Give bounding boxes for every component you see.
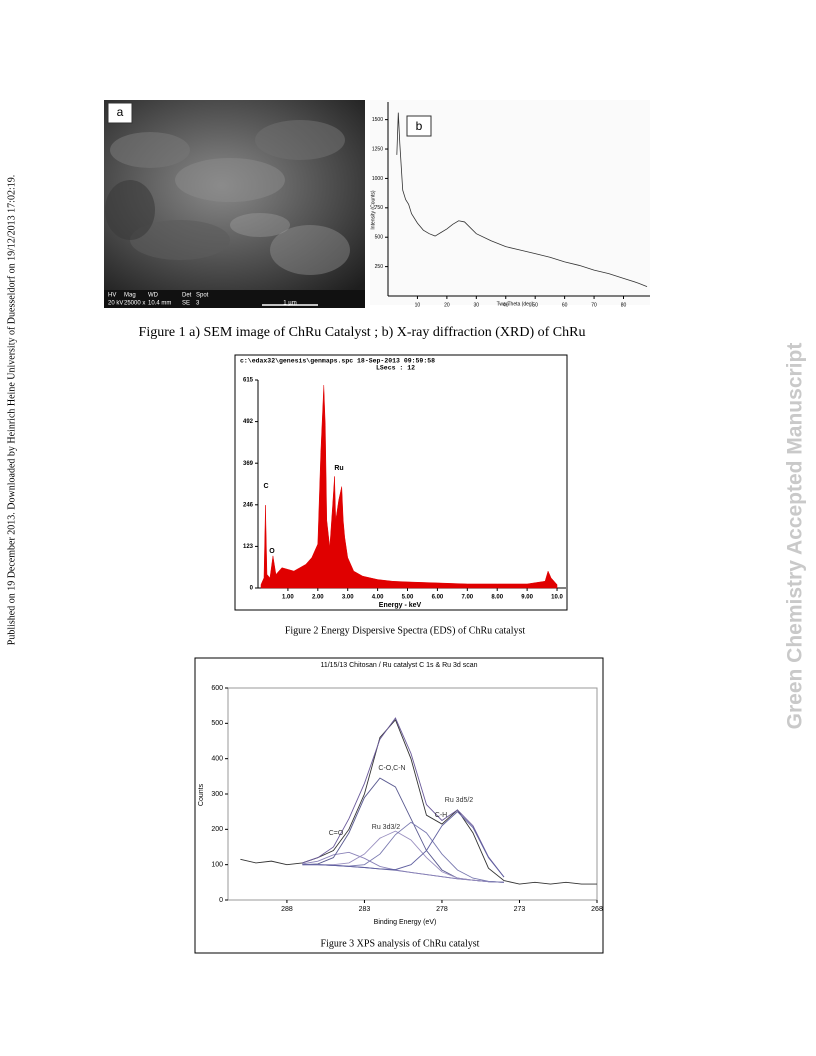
sem-info-value: 20 kV — [108, 301, 123, 307]
scale-bar-label: 1 µm — [283, 301, 296, 307]
sem-info-value: 25000 x — [124, 301, 145, 307]
x-tick-label: 30 — [474, 302, 480, 308]
x-tick-label: 3.00 — [342, 595, 354, 601]
x-tick-label: 7.00 — [461, 595, 473, 601]
component-label: C=O — [329, 830, 344, 837]
data-line — [302, 830, 504, 883]
x-tick-label: 268 — [591, 906, 603, 913]
y-tick-label: 492 — [243, 419, 254, 425]
x-tick-label: 50 — [532, 302, 538, 308]
y-tick-label: 615 — [243, 378, 254, 384]
sem-image — [104, 100, 365, 308]
eds-frame — [234, 354, 568, 611]
sem-info-header: Spot — [196, 293, 209, 299]
y-tick-label: 369 — [243, 461, 254, 467]
sem-info-value: 3 — [196, 301, 200, 307]
x-tick-label: 288 — [281, 906, 293, 913]
x-tick-label: 2.00 — [312, 595, 324, 601]
panel-label: a — [117, 105, 124, 119]
y-tick-label: 600 — [211, 685, 223, 692]
sem-info-value: 10.4 mm — [148, 301, 171, 307]
axis-label: Intensity (Counts) — [370, 190, 376, 230]
axis-label: Binding Energy (eV) — [374, 919, 437, 926]
y-tick-label: 0 — [219, 897, 223, 904]
caption: Figure 1 a) SEM image of ChRu Catalyst ;… — [139, 325, 586, 340]
side-note: Published on 19 December 2013. Downloade… — [6, 175, 17, 645]
x-tick-label: 6.00 — [432, 595, 444, 601]
data-line — [240, 718, 597, 885]
xps-frame — [194, 657, 604, 954]
x-tick-label: 283 — [359, 906, 371, 913]
y-tick-label: 100 — [211, 862, 223, 869]
watermark: Green Chemistry Accepted Manuscript — [784, 343, 807, 730]
caption: Figure 2 Energy Dispersive Spectra (EDS)… — [285, 625, 526, 636]
sem-info-header: Det — [182, 293, 192, 299]
y-tick-label: 250 — [375, 264, 384, 270]
y-tick-label: 300 — [211, 791, 223, 798]
axis-label: Counts — [198, 783, 205, 806]
x-tick-label: 278 — [436, 906, 448, 913]
x-tick-label: 80 — [621, 302, 627, 308]
component-label: Ru 3d5/2 — [445, 797, 474, 804]
data-line — [396, 112, 648, 287]
x-tick-label: 4.00 — [372, 595, 384, 601]
peak-label: Ru — [334, 465, 343, 472]
y-tick-label: 200 — [211, 826, 223, 833]
peak-label: C — [263, 483, 268, 490]
axis-label: Two-Theta (deg) — [497, 301, 534, 307]
y-tick-label: 750 — [375, 205, 384, 211]
y-tick-label: 400 — [211, 756, 223, 763]
x-tick-label: 60 — [562, 302, 568, 308]
component-label: Ru 3d3/2 — [372, 824, 401, 831]
x-tick-label: 5.00 — [402, 595, 414, 601]
y-tick-label: 1250 — [372, 146, 383, 152]
x-tick-label: 10 — [415, 302, 421, 308]
y-tick-label: 0 — [250, 586, 254, 592]
x-tick-label: 8.00 — [491, 595, 503, 601]
sem-info-header: WD — [148, 293, 159, 299]
panel-label-box — [406, 115, 432, 137]
y-tick-label: 1500 — [372, 117, 383, 123]
y-tick-label: 123 — [243, 544, 254, 550]
panel-label: b — [416, 119, 423, 133]
x-tick-label: 273 — [514, 906, 526, 913]
x-tick-label: 20 — [444, 302, 450, 308]
y-tick-label: 500 — [375, 235, 384, 241]
axis-label: Energy - keV — [379, 602, 422, 609]
y-tick-label: 1000 — [372, 176, 383, 182]
y-tick-label: 246 — [243, 502, 254, 508]
sem-info-value: SE — [182, 301, 190, 307]
y-tick-label: 500 — [211, 720, 223, 727]
data-line — [302, 811, 505, 878]
component-label: C-O,C-N — [378, 765, 405, 772]
eds-subheader: LSecs : 12 — [376, 365, 415, 372]
sem-info-header: Mag — [124, 293, 136, 299]
spectrum-area — [260, 385, 558, 589]
data-line — [302, 717, 505, 878]
x-tick-label: 40 — [503, 302, 509, 308]
chart-title: 11/15/13 Chitosan / Ru catalyst C 1s & R… — [320, 662, 477, 669]
caption: Figure 3 XPS analysis of ChRu catalyst — [321, 938, 480, 949]
x-tick-label: 70 — [591, 302, 597, 308]
x-tick-label: 9.00 — [521, 595, 533, 601]
peak-label: O — [269, 548, 275, 555]
x-tick-label: 10.0 — [551, 595, 563, 601]
x-tick-label: 1.00 — [282, 595, 294, 601]
sem-info-header: HV — [108, 293, 116, 299]
component-label: C-H — [435, 812, 447, 819]
eds-header: c:\edax32\genesis\genmaps.spc 18-Sep-201… — [240, 358, 435, 365]
